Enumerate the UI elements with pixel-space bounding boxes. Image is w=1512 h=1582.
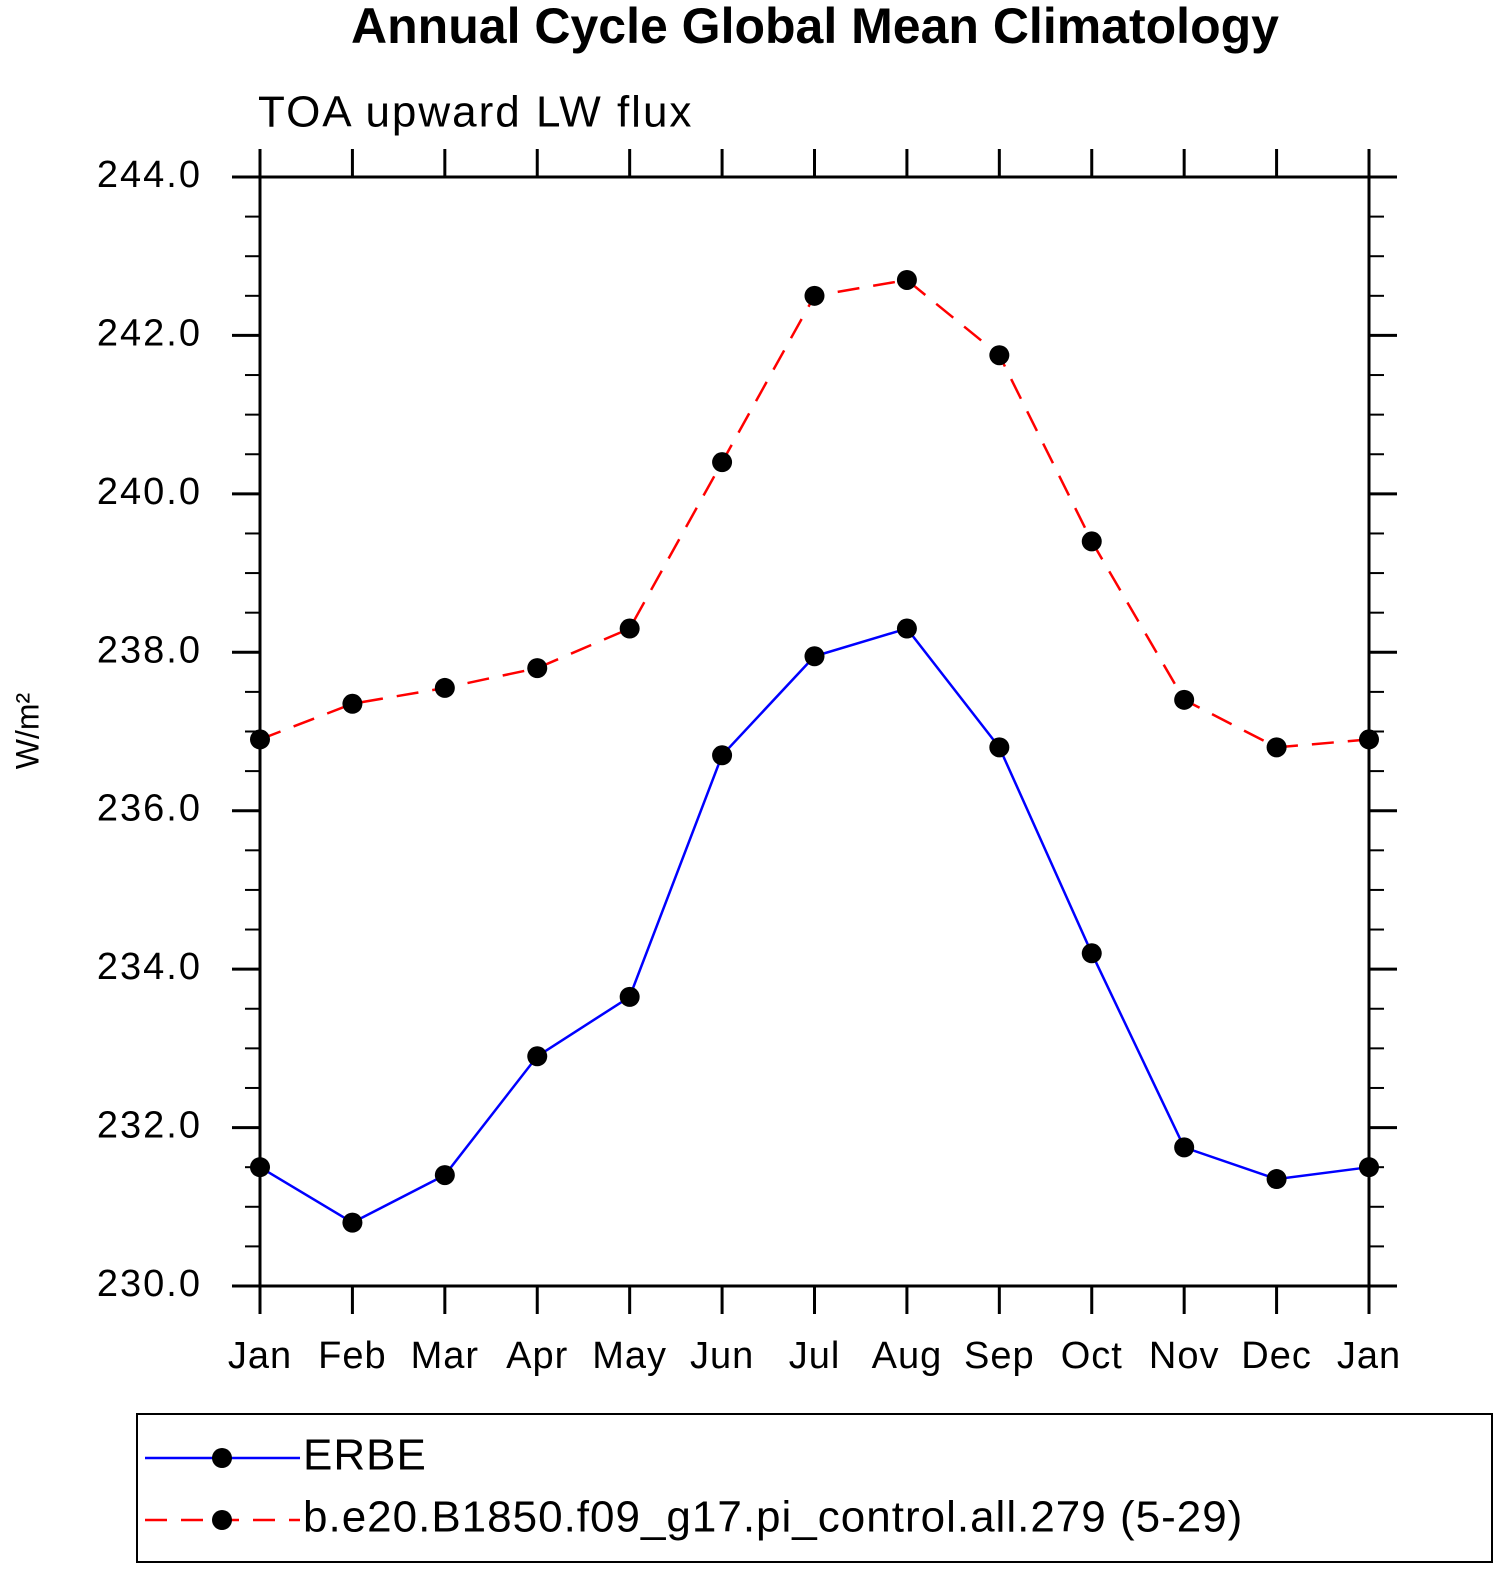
y-tick-label: 230.0: [97, 1263, 202, 1305]
data-point: [1266, 737, 1287, 758]
data-point: [1174, 1137, 1195, 1158]
legend-label: b.e20.B1850.f09_g17.pi_control.all.279 (…: [303, 1493, 1243, 1542]
x-tick-label: Mar: [411, 1335, 479, 1377]
data-point: [342, 693, 363, 714]
data-point: [1081, 943, 1102, 964]
data-point: [1266, 1169, 1287, 1190]
x-tick-label: Oct: [1061, 1335, 1123, 1377]
series-line: [259, 627, 1370, 1225]
x-tick-label: Sep: [964, 1335, 1035, 1377]
y-tick-label: 244.0: [97, 154, 202, 196]
data-point: [250, 1157, 270, 1178]
data-point: [1174, 689, 1195, 710]
data-point: [989, 737, 1010, 758]
x-tick-label: Feb: [318, 1335, 386, 1377]
x-tick-label: Dec: [1241, 1335, 1312, 1377]
data-point: [527, 658, 548, 679]
data-point: [527, 1046, 548, 1067]
y-tick-label: 242.0: [97, 312, 202, 354]
series-line: [259, 278, 1370, 749]
x-tick-label: Jan: [228, 1335, 292, 1377]
plot-frame: [258, 175, 1371, 1288]
y-tick-label: 238.0: [97, 629, 202, 671]
data-point: [804, 285, 825, 306]
data-point: [434, 1165, 455, 1186]
y-tick-label: 236.0: [97, 788, 202, 830]
data-point: [989, 345, 1010, 366]
data-point: [434, 677, 455, 698]
x-tick-label: Nov: [1149, 1335, 1220, 1377]
x-tick-label: Jan: [1337, 1335, 1401, 1377]
data-point: [712, 452, 733, 473]
data-point: [712, 745, 733, 766]
data-point: [342, 1212, 363, 1233]
x-tick-label: Aug: [872, 1335, 943, 1377]
data-point: [896, 618, 917, 639]
data-point: [619, 618, 640, 639]
data-point: [1081, 531, 1102, 552]
y-tick-label: 234.0: [97, 946, 202, 988]
legend-marker: [212, 1448, 232, 1468]
chart-title: Annual Cycle Global Mean Climatology: [351, 0, 1279, 54]
data-point: [896, 269, 917, 290]
data-point: [804, 646, 825, 667]
legend-marker: [212, 1510, 232, 1530]
data-point: [1359, 729, 1379, 750]
x-tick-label: Jun: [690, 1335, 754, 1377]
data-point: [250, 729, 270, 750]
x-tick-label: Jul: [789, 1335, 841, 1377]
y-tick-label: 232.0: [97, 1105, 202, 1147]
legend-box: [136, 1413, 1493, 1563]
data-point: [1359, 1157, 1379, 1178]
legend-label: ERBE: [303, 1431, 427, 1480]
chart-subtitle: TOA upward LW flux: [258, 88, 693, 137]
y-axis-label: W/m²: [9, 692, 45, 769]
y-tick-label: 240.0: [97, 471, 202, 513]
x-tick-label: May: [592, 1335, 667, 1377]
data-point: [619, 986, 640, 1007]
x-tick-label: Apr: [506, 1335, 568, 1377]
